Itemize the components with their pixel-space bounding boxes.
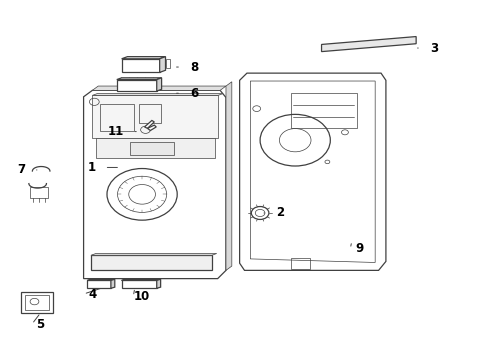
Polygon shape bbox=[92, 94, 223, 95]
Polygon shape bbox=[91, 253, 216, 255]
Text: 5: 5 bbox=[37, 318, 45, 331]
Polygon shape bbox=[92, 86, 225, 90]
Polygon shape bbox=[239, 73, 385, 270]
Bar bbox=[25, 296, 49, 310]
Polygon shape bbox=[144, 121, 154, 129]
Polygon shape bbox=[321, 37, 415, 51]
Bar bbox=[130, 142, 173, 155]
Polygon shape bbox=[83, 90, 225, 279]
Bar bbox=[290, 93, 356, 129]
Bar bbox=[139, 104, 160, 123]
Text: 11: 11 bbox=[107, 125, 123, 138]
Text: 1: 1 bbox=[87, 161, 96, 174]
Polygon shape bbox=[92, 95, 218, 138]
Text: 8: 8 bbox=[189, 60, 198, 73]
Polygon shape bbox=[87, 279, 115, 280]
Text: 7: 7 bbox=[17, 163, 25, 176]
Polygon shape bbox=[225, 82, 231, 270]
Polygon shape bbox=[157, 78, 161, 91]
Polygon shape bbox=[117, 78, 161, 80]
Polygon shape bbox=[159, 57, 165, 72]
Polygon shape bbox=[87, 280, 111, 288]
Bar bbox=[165, 59, 170, 68]
Polygon shape bbox=[91, 255, 211, 270]
Polygon shape bbox=[157, 279, 160, 288]
Polygon shape bbox=[122, 57, 165, 59]
Text: 6: 6 bbox=[189, 87, 198, 100]
Polygon shape bbox=[122, 59, 159, 72]
Text: 10: 10 bbox=[134, 290, 150, 303]
Polygon shape bbox=[117, 80, 157, 91]
Bar bbox=[100, 104, 134, 131]
Text: 2: 2 bbox=[276, 207, 284, 220]
Text: 4: 4 bbox=[88, 288, 96, 301]
Polygon shape bbox=[122, 279, 160, 280]
Polygon shape bbox=[96, 138, 215, 158]
Text: 3: 3 bbox=[429, 41, 437, 54]
Text: 9: 9 bbox=[354, 242, 363, 255]
Bar bbox=[30, 187, 48, 198]
Bar bbox=[21, 292, 53, 314]
Polygon shape bbox=[111, 279, 115, 288]
Polygon shape bbox=[147, 125, 156, 131]
Polygon shape bbox=[122, 280, 157, 288]
